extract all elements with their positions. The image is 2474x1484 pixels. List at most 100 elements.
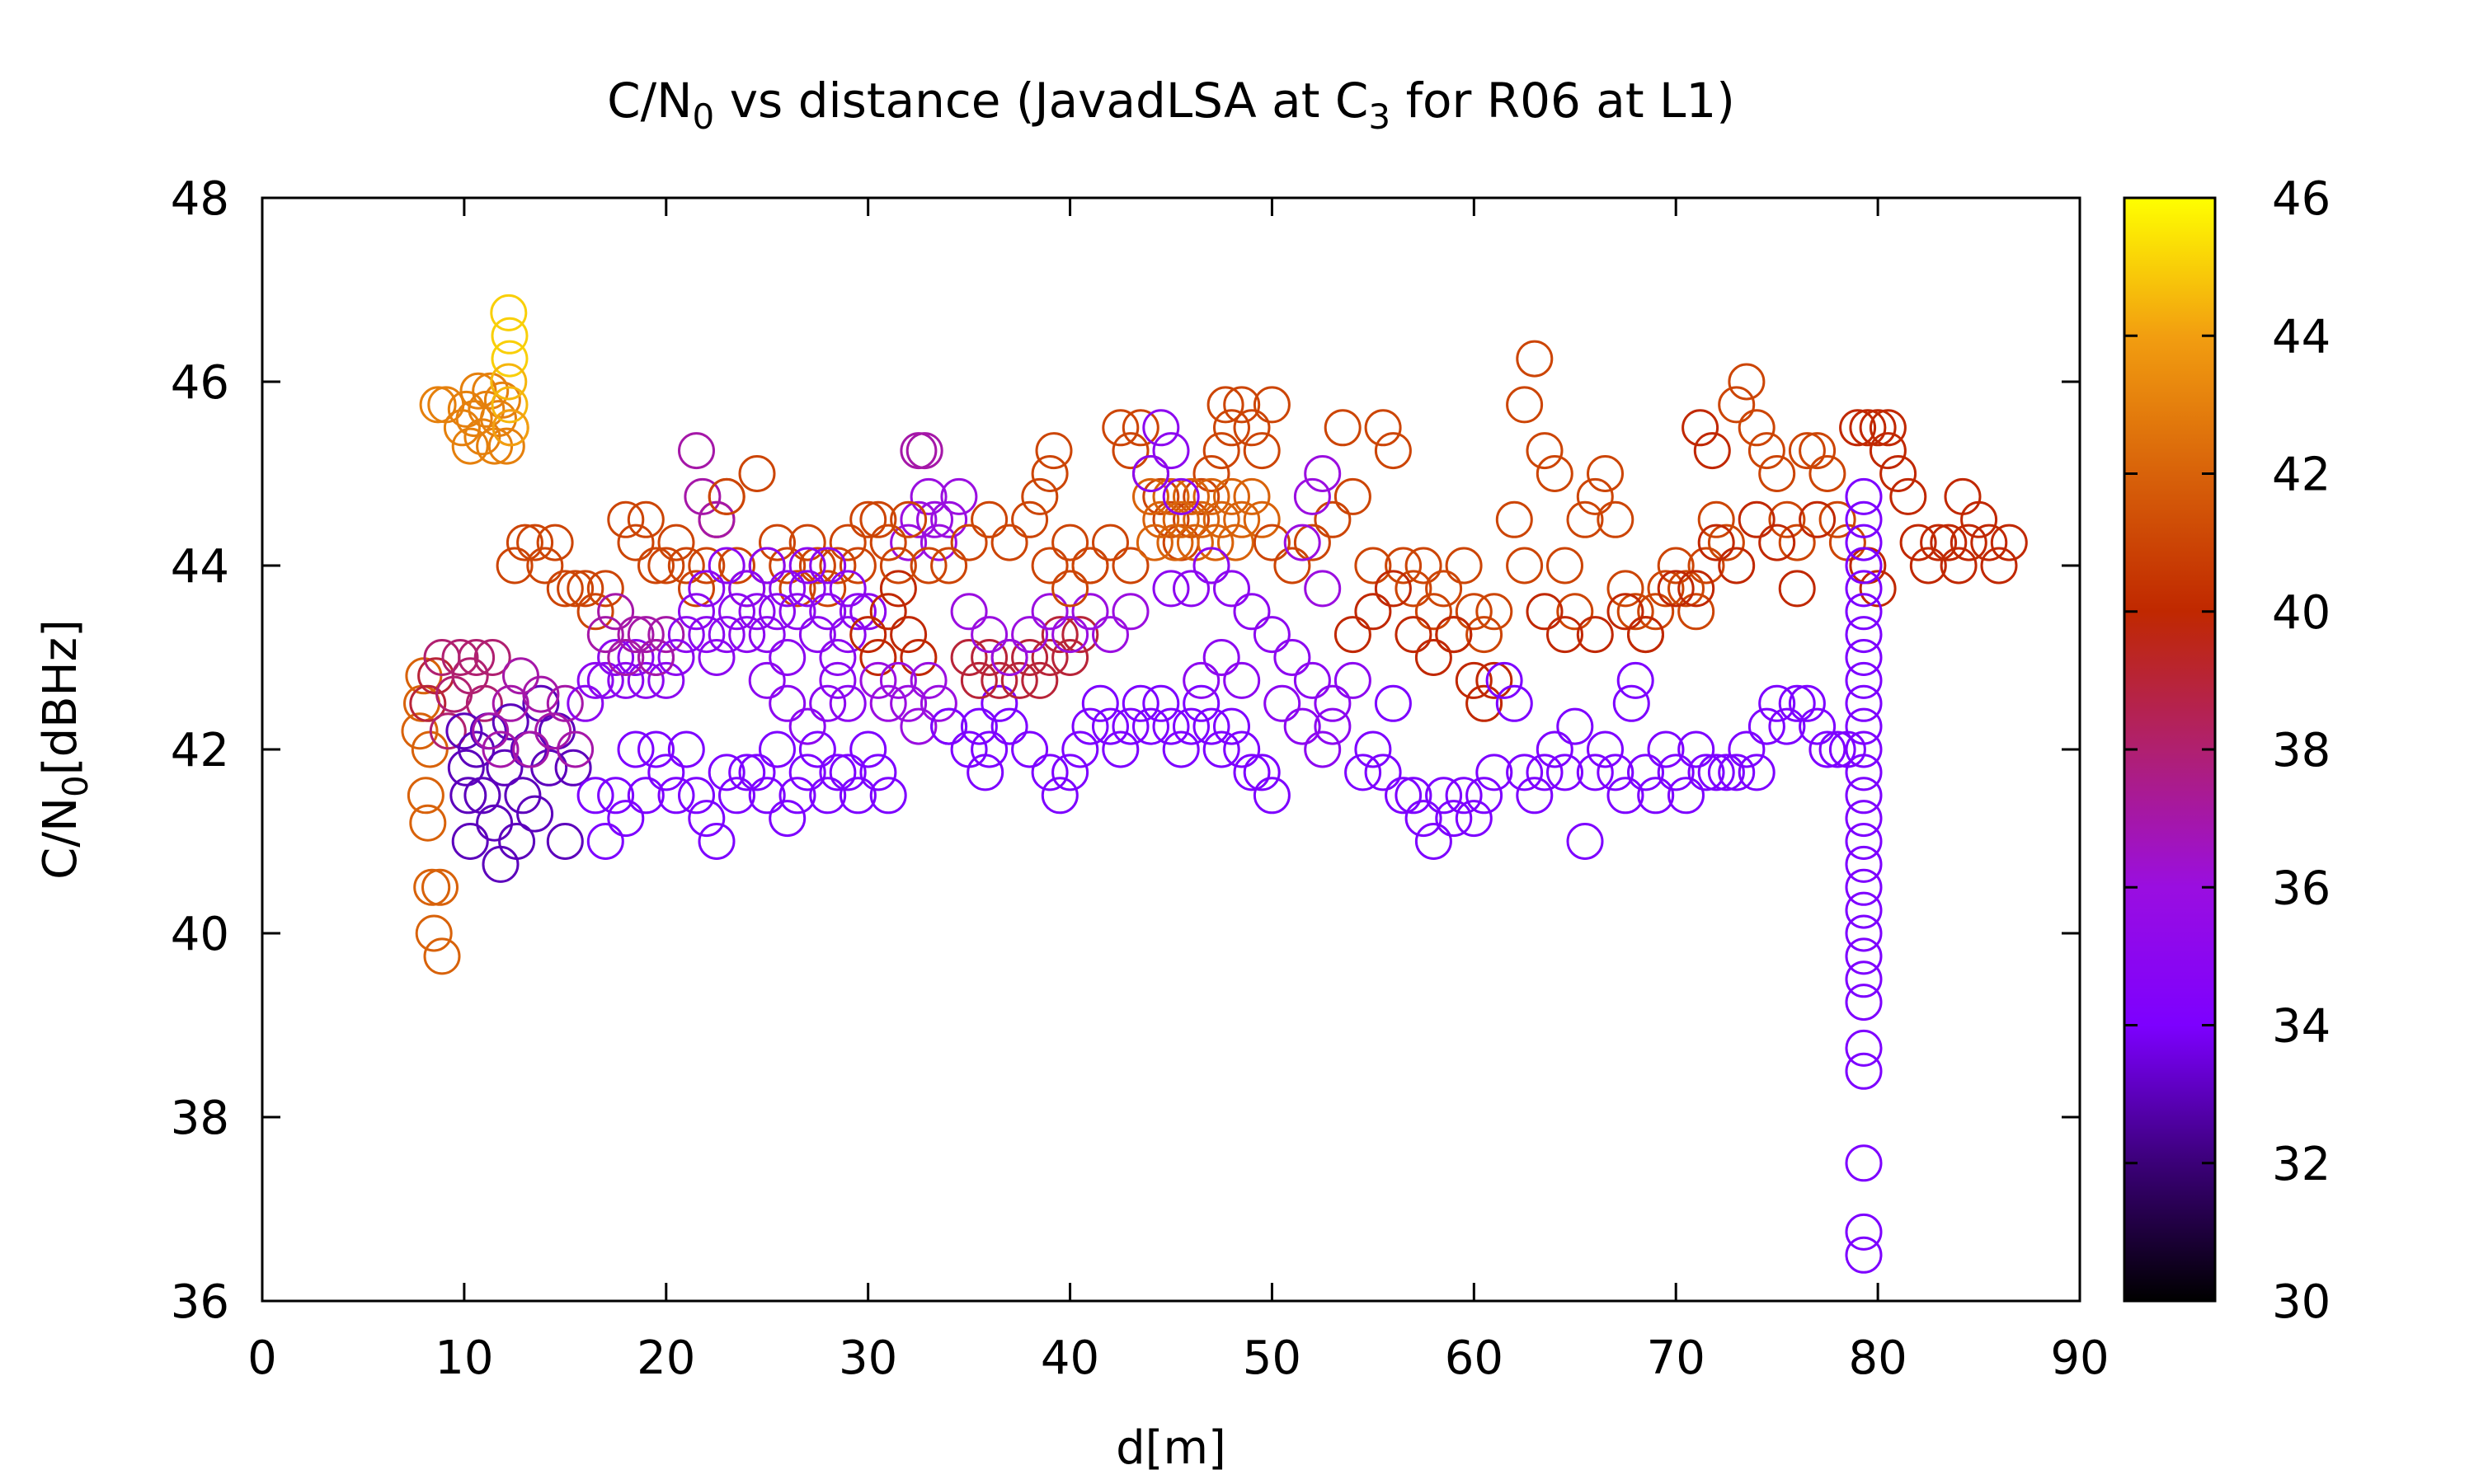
x-axis-title: d[m] xyxy=(1116,1421,1226,1475)
data-point xyxy=(1183,500,1221,538)
data-point xyxy=(657,777,695,815)
data-point xyxy=(769,570,807,608)
data-point xyxy=(1845,524,1883,561)
data-point xyxy=(1333,477,1371,515)
data-point xyxy=(1597,500,1634,538)
data-point xyxy=(1681,409,1719,447)
data-point xyxy=(809,593,847,631)
data-point xyxy=(1707,524,1745,561)
data-point xyxy=(1455,661,1493,699)
data-point xyxy=(839,777,877,815)
y-tick-label: 44 xyxy=(171,540,229,594)
data-point xyxy=(516,524,554,561)
data-point xyxy=(788,547,826,585)
data-point xyxy=(930,547,968,585)
data-point xyxy=(1092,616,1129,654)
data-point xyxy=(849,500,887,538)
data-point xyxy=(769,684,807,722)
data-point xyxy=(1697,524,1735,561)
data-point xyxy=(1253,386,1291,424)
data-point xyxy=(738,455,776,492)
data-point xyxy=(1223,500,1261,538)
data-point xyxy=(990,524,1028,561)
data-point xyxy=(1845,661,1883,699)
data-point xyxy=(1136,524,1174,561)
data-point xyxy=(1845,639,1883,676)
data-point xyxy=(769,800,807,838)
data-point xyxy=(1587,455,1624,492)
data-point xyxy=(788,570,826,608)
x-tick-label: 50 xyxy=(1243,1331,1301,1385)
data-point xyxy=(1293,524,1331,561)
data-point xyxy=(1233,593,1271,631)
data-point xyxy=(1758,524,1796,561)
data-point xyxy=(1899,524,1937,561)
data-point xyxy=(1000,661,1038,699)
data-point xyxy=(1202,432,1240,470)
data-point xyxy=(1647,730,1685,768)
data-point xyxy=(492,703,529,741)
data-point xyxy=(1304,570,1342,608)
data-point xyxy=(1385,547,1423,585)
data-point xyxy=(940,477,978,515)
data-point xyxy=(1011,730,1049,768)
data-point xyxy=(1747,707,1785,745)
data-point xyxy=(492,684,529,722)
data-point xyxy=(688,616,726,654)
data-point xyxy=(504,777,542,815)
data-point xyxy=(1728,730,1766,768)
data-point xyxy=(1206,386,1244,424)
data-point xyxy=(778,593,816,631)
data-point xyxy=(1970,524,2008,561)
data-point xyxy=(849,593,887,631)
data-point xyxy=(1845,593,1883,631)
data-point xyxy=(647,547,685,585)
data-point xyxy=(971,500,1009,538)
data-point xyxy=(576,661,614,699)
data-point xyxy=(1606,570,1644,608)
data-point xyxy=(1845,868,1883,906)
data-point xyxy=(1102,409,1140,447)
y-axis-title: C/N0[dBHz] xyxy=(34,619,96,880)
data-point xyxy=(1845,1236,1883,1274)
data-point xyxy=(1616,661,1654,699)
data-point xyxy=(502,657,539,695)
data-point xyxy=(1112,432,1150,470)
data-point xyxy=(1693,432,1731,470)
data-point xyxy=(819,639,857,676)
data-point xyxy=(678,777,715,815)
data-point xyxy=(1152,477,1190,515)
data-point xyxy=(1344,754,1382,791)
data-point xyxy=(597,777,635,815)
data-point xyxy=(1233,409,1271,447)
data-point xyxy=(607,661,645,699)
data-point xyxy=(769,547,807,585)
data-point xyxy=(576,593,614,631)
data-point xyxy=(1687,754,1725,791)
data-point xyxy=(1738,500,1776,538)
data-point xyxy=(455,400,493,438)
data-point xyxy=(1041,616,1079,654)
data-point xyxy=(516,795,554,833)
data-point xyxy=(1333,661,1371,699)
data-point xyxy=(1112,707,1150,745)
data-point xyxy=(472,372,510,410)
data-point xyxy=(1845,937,1883,975)
x-tick-label: 10 xyxy=(435,1331,493,1385)
data-point xyxy=(1697,754,1735,791)
data-point xyxy=(1687,547,1725,585)
data-point xyxy=(1011,616,1049,654)
data-point xyxy=(586,616,624,654)
data-point xyxy=(1506,547,1544,585)
data-point xyxy=(449,777,487,815)
data-point xyxy=(1183,661,1221,699)
data-point xyxy=(1081,684,1119,722)
data-point xyxy=(526,547,564,585)
data-point xyxy=(1395,616,1432,654)
data-point xyxy=(1304,730,1342,768)
data-point xyxy=(769,639,807,676)
data-point xyxy=(1051,754,1089,791)
data-point xyxy=(890,524,928,561)
data-point xyxy=(657,639,695,676)
data-point xyxy=(1808,730,1846,768)
